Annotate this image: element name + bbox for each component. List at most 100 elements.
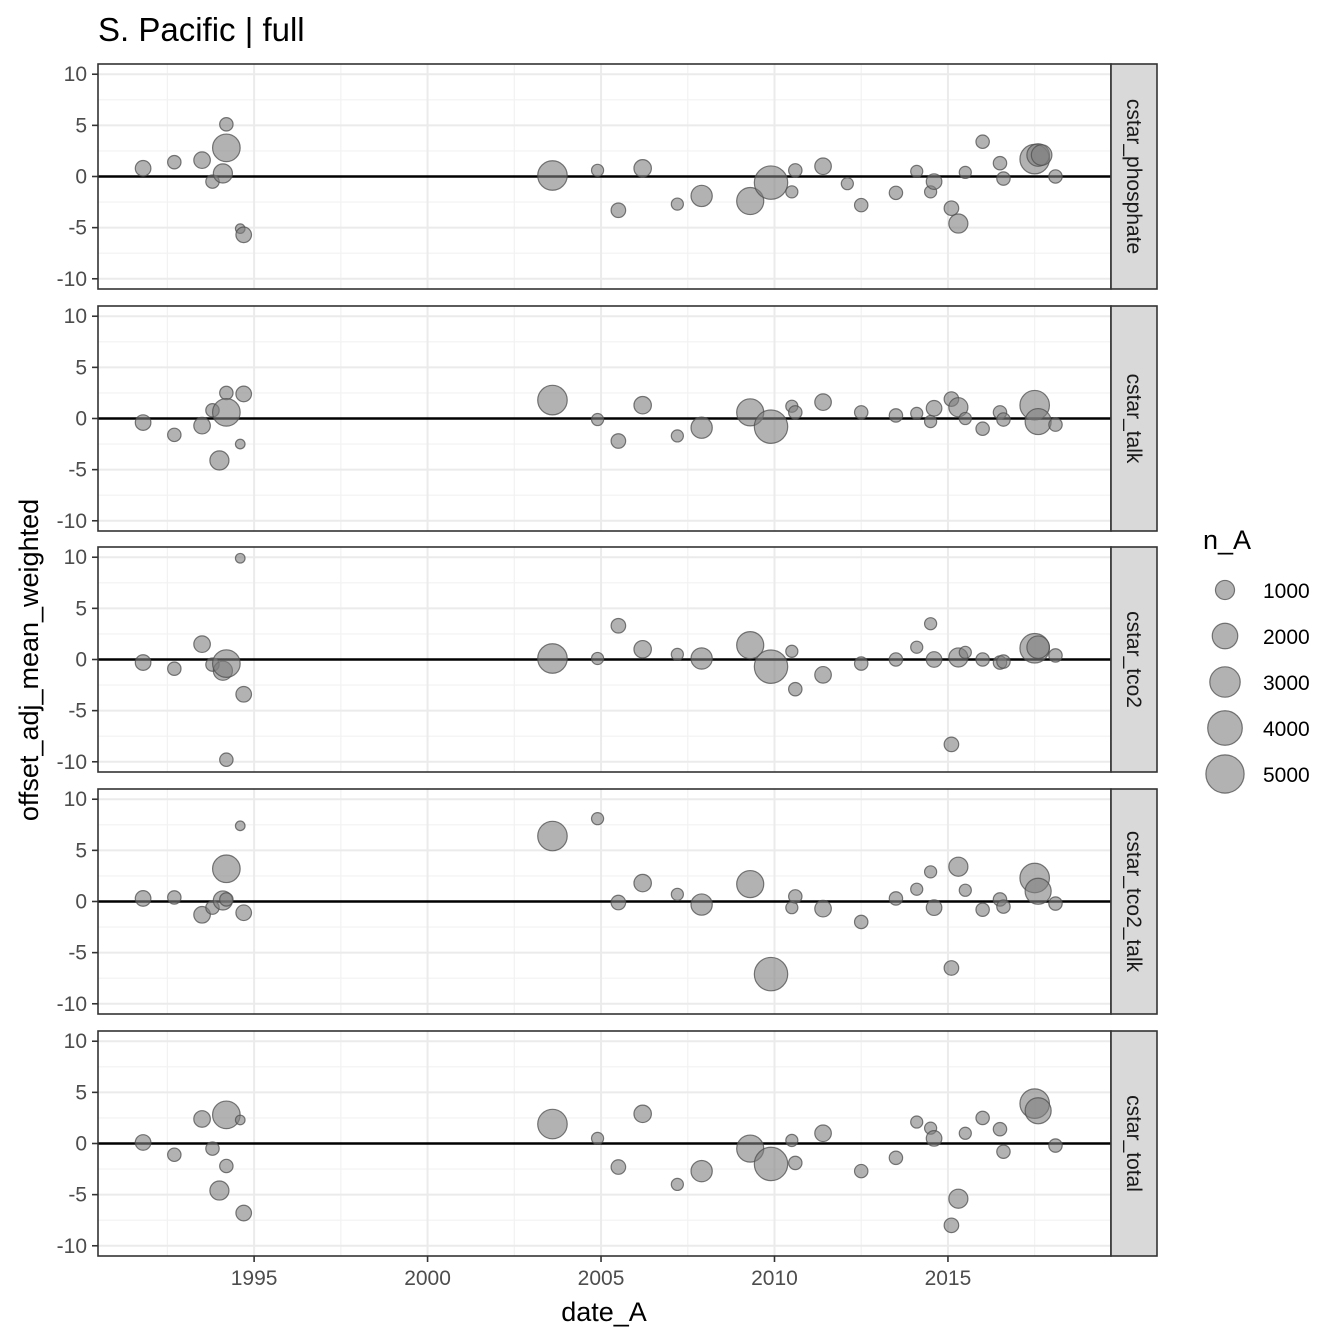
data-point bbox=[537, 643, 568, 674]
data-point bbox=[1024, 1097, 1052, 1125]
data-point bbox=[633, 639, 652, 659]
data-point bbox=[209, 450, 230, 471]
legend-key-circle bbox=[1214, 579, 1236, 601]
data-point bbox=[1024, 877, 1052, 905]
data-point bbox=[590, 812, 605, 826]
data-point bbox=[209, 1180, 230, 1201]
legend-key-circle bbox=[1205, 754, 1245, 794]
y-tick-label: 5 bbox=[75, 114, 87, 137]
data-point bbox=[753, 409, 789, 444]
data-point bbox=[205, 1141, 220, 1156]
y-tick-label: 10 bbox=[64, 305, 87, 328]
data-point bbox=[814, 157, 832, 176]
data-point bbox=[211, 854, 241, 884]
data-point bbox=[633, 395, 652, 415]
data-point bbox=[910, 640, 924, 654]
x-axis: 1995 2000 2005 2010 2015 bbox=[231, 1256, 972, 1290]
data-point bbox=[610, 617, 627, 634]
data-point bbox=[753, 1146, 789, 1182]
data-point bbox=[537, 384, 568, 416]
data-point bbox=[537, 820, 568, 852]
data-point bbox=[925, 399, 943, 417]
data-point bbox=[736, 869, 765, 899]
legend-key-circle bbox=[1207, 710, 1243, 746]
facet-strip-label: cstar_tco2 bbox=[1122, 611, 1145, 708]
data-point bbox=[235, 1204, 253, 1222]
data-point bbox=[923, 414, 938, 429]
data-point bbox=[814, 899, 832, 918]
data-point bbox=[958, 165, 972, 180]
data-point bbox=[193, 1110, 211, 1128]
data-point bbox=[948, 1188, 969, 1209]
data-point bbox=[888, 185, 904, 201]
data-point bbox=[167, 427, 182, 443]
data-point bbox=[670, 1177, 684, 1192]
data-point bbox=[219, 385, 234, 401]
data-point bbox=[211, 1100, 241, 1130]
facet-strip bbox=[1110, 305, 1158, 532]
legend-key-label: 2000 bbox=[1263, 626, 1310, 649]
data-point bbox=[925, 899, 943, 917]
x-axis-title: date_A bbox=[561, 1297, 647, 1327]
y-tick-label: -10 bbox=[57, 510, 87, 533]
size-legend: n_A 1000 2000 3000 4000 5000 bbox=[1203, 525, 1310, 794]
x-tick-label: 2010 bbox=[751, 1267, 798, 1290]
data-point bbox=[788, 405, 803, 420]
data-point bbox=[670, 647, 684, 662]
data-point bbox=[690, 184, 713, 208]
data-point bbox=[925, 173, 943, 191]
data-point bbox=[923, 865, 938, 879]
data-point bbox=[690, 647, 713, 670]
data-point bbox=[788, 1155, 803, 1171]
data-point bbox=[211, 397, 241, 427]
data-point bbox=[996, 1144, 1011, 1159]
data-point bbox=[785, 185, 799, 199]
y-tick-label: 0 bbox=[75, 166, 87, 189]
legend-key-label: 5000 bbox=[1263, 764, 1310, 787]
data-point bbox=[925, 651, 943, 668]
data-point bbox=[690, 893, 713, 916]
facet-strip-label: cstar_tco2_talk bbox=[1122, 831, 1145, 973]
data-point bbox=[633, 158, 652, 178]
facet-panel: 10 5 0 -5 -10 cstar_talk bbox=[57, 305, 1158, 533]
facet-strip bbox=[1110, 63, 1158, 290]
data-point bbox=[590, 412, 605, 427]
data-point bbox=[134, 1134, 152, 1151]
facet-strip bbox=[1110, 546, 1158, 773]
data-point bbox=[853, 656, 869, 671]
data-point bbox=[943, 200, 960, 217]
y-tick-label: -5 bbox=[68, 459, 87, 482]
data-point bbox=[219, 892, 234, 907]
y-tick-label: 0 bbox=[75, 891, 87, 914]
legend-key-label: 3000 bbox=[1263, 672, 1310, 695]
data-point bbox=[814, 393, 832, 412]
data-point bbox=[235, 904, 253, 922]
data-point bbox=[853, 405, 869, 420]
y-tick-label: 0 bbox=[75, 1133, 87, 1156]
data-point bbox=[690, 416, 713, 439]
y-tick-label: -5 bbox=[68, 217, 87, 240]
facet-strip-label: cstar_phosphate bbox=[1122, 99, 1145, 254]
data-point bbox=[537, 160, 568, 191]
data-point bbox=[814, 1124, 832, 1143]
data-point bbox=[975, 421, 990, 437]
x-tick-label: 2015 bbox=[925, 1267, 972, 1290]
data-point bbox=[975, 902, 990, 917]
data-point bbox=[134, 654, 152, 671]
data-point bbox=[888, 408, 904, 423]
data-point bbox=[943, 1217, 960, 1234]
facet-strip bbox=[1110, 1030, 1158, 1257]
data-point bbox=[590, 163, 605, 178]
data-point bbox=[167, 890, 182, 905]
y-tick-label: -10 bbox=[57, 1235, 87, 1258]
data-point bbox=[853, 197, 869, 213]
data-point bbox=[948, 397, 969, 418]
legend-key-label: 1000 bbox=[1263, 580, 1310, 603]
data-point bbox=[610, 894, 627, 911]
legend-key-label: 4000 bbox=[1263, 718, 1310, 741]
data-point bbox=[840, 177, 854, 191]
data-point bbox=[610, 433, 627, 449]
data-point bbox=[670, 197, 684, 211]
data-point bbox=[219, 117, 234, 132]
